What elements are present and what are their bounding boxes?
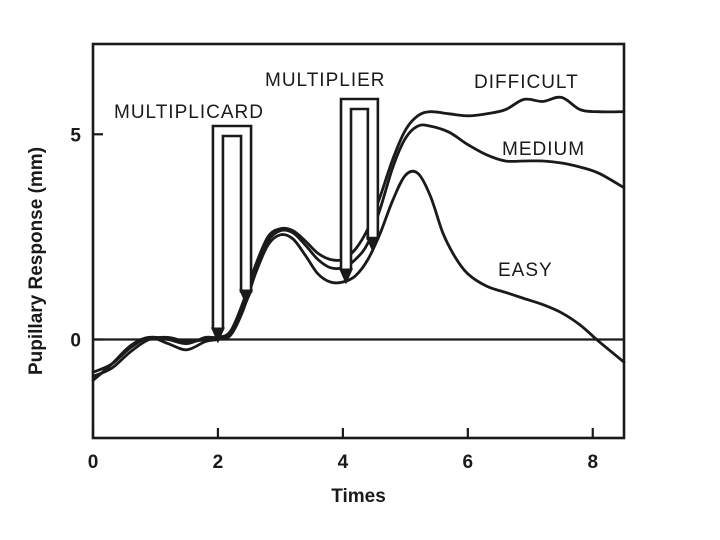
text-group: DIFFICULT MEDIUM EASY MULTIPLICARDMULTIPLIE… <box>26 70 598 507</box>
series-label-easy: EASY <box>498 260 553 281</box>
annotation-arrowhead-multiplier-end <box>365 236 380 253</box>
series-label-difficult: DIFFICULT <box>474 72 579 93</box>
annotation-arrows-group <box>210 97 380 344</box>
x-tick-label-8: 8 <box>587 452 598 473</box>
x-axis-label: Times <box>331 486 386 507</box>
annotation-label-multiplicard: MULTIPLICARD <box>114 102 264 123</box>
plot-frame <box>91 42 626 440</box>
x-tick-label-6: 6 <box>463 452 474 473</box>
annotation-arrowhead-multiplier-start <box>339 268 354 285</box>
x-tick-label-4: 4 <box>338 452 349 473</box>
x-tick-label-2: 2 <box>213 452 224 473</box>
annotation-arrowhead-multiplicard-start <box>210 327 225 344</box>
y-axis-label: Pupillary Response (mm) <box>26 147 47 375</box>
x-tick-label-0: 0 <box>88 452 99 473</box>
y-tick-label-0: 0 <box>70 331 81 352</box>
axes-group <box>91 42 626 440</box>
annotation-label-multiplier: MULTIPLIER <box>265 70 386 91</box>
series-line-easy <box>91 169 626 382</box>
y-tick-label-5: 5 <box>70 125 81 146</box>
series-label-medium: MEDIUM <box>502 139 585 160</box>
annotation-arrowhead-multiplicard-end <box>239 289 254 306</box>
